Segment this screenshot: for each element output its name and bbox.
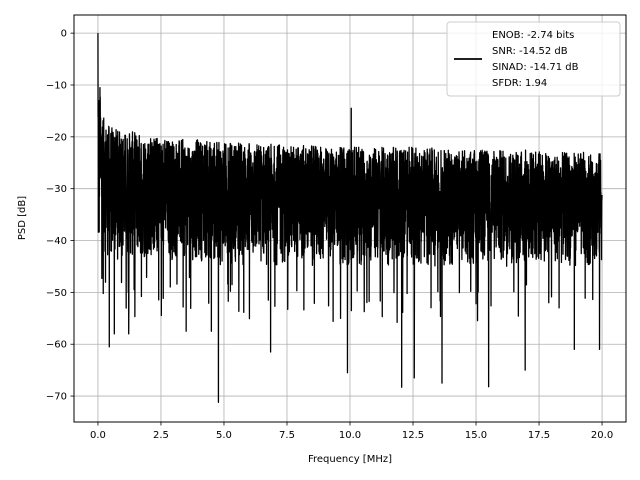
y-tick-label: 0 bbox=[61, 29, 67, 40]
y-tick-label: −20 bbox=[46, 132, 67, 143]
legend-text-snr: SNR: -14.52 dB bbox=[492, 46, 568, 57]
psd-line bbox=[97, 33, 603, 403]
y-tick-label: −40 bbox=[46, 236, 67, 247]
y-axis-label: PSD [dB] bbox=[17, 196, 28, 240]
y-tick-label: −10 bbox=[46, 80, 67, 91]
x-tick-label: 0.0 bbox=[90, 430, 106, 441]
x-tick-label: 17.5 bbox=[528, 430, 550, 441]
x-tick-label: 15.0 bbox=[465, 430, 487, 441]
y-tick-label: −50 bbox=[46, 288, 67, 299]
y-tick-label: −30 bbox=[46, 184, 67, 195]
x-tick-label: 5.0 bbox=[216, 430, 232, 441]
legend-text-sinad: SINAD: -14.71 dB bbox=[492, 62, 579, 73]
y-tick-label: −70 bbox=[46, 392, 67, 403]
legend-text-sfdr: SFDR: 1.94 bbox=[492, 78, 547, 89]
x-tick-label: 7.5 bbox=[279, 430, 295, 441]
legend: ENOB: -2.74 bits SNR: -14.52 dB SINAD: -… bbox=[446, 21, 621, 97]
x-tick-label: 2.5 bbox=[153, 430, 169, 441]
x-tick-label: 10.0 bbox=[339, 430, 361, 441]
x-axis-ticks: 0.0 2.5 5.0 7.5 10.0 12.5 15.0 17.5 20.0 bbox=[90, 422, 613, 441]
y-axis-ticks: 0 −10 −20 −30 −40 −50 −60 −70 bbox=[46, 29, 74, 403]
legend-text-enob: ENOB: -2.74 bits bbox=[492, 30, 574, 41]
series-psd bbox=[97, 33, 603, 403]
legend-box bbox=[446, 21, 621, 97]
x-axis-label: Frequency [MHz] bbox=[308, 454, 392, 465]
x-tick-label: 20.0 bbox=[591, 430, 613, 441]
y-tick-label: −60 bbox=[46, 340, 67, 351]
x-tick-label: 12.5 bbox=[402, 430, 424, 441]
